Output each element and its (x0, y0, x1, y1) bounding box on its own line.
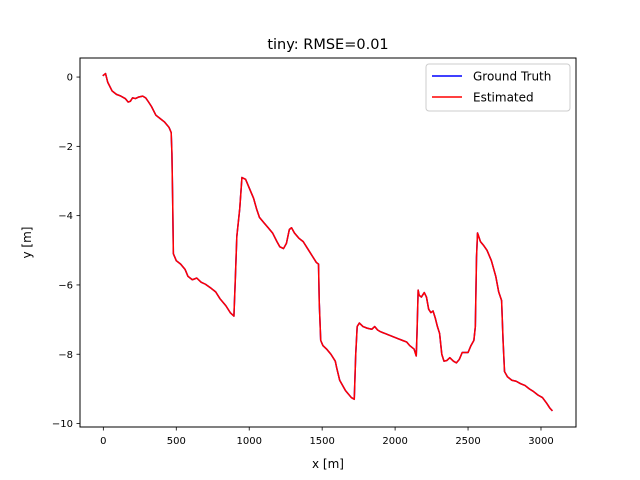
x-axis-label: x [m] (312, 457, 344, 471)
x-tick-label: 500 (167, 436, 186, 447)
legend: Ground Truth Estimated (425, 63, 571, 112)
y-tick-label: −2 (58, 142, 73, 153)
y-axis: 0 −2 −4 −6 −8 −10 (52, 73, 80, 430)
y-tick-label: −8 (58, 350, 73, 361)
chart-title: tiny: RMSE=0.01 (267, 37, 388, 53)
x-tick-label: 1500 (309, 436, 334, 447)
y-tick-label: −4 (58, 211, 73, 222)
x-tick-label: 1000 (236, 436, 261, 447)
y-axis-label: y [m] (20, 227, 34, 259)
y-tick-label: 0 (67, 73, 73, 84)
plot-area (102, 72, 553, 412)
x-tick-label: 0 (100, 436, 106, 447)
legend-label-0: Ground Truth (473, 70, 551, 84)
axes-frame (79, 57, 577, 428)
y-tick-label: −6 (58, 281, 73, 292)
x-tick-label: 3000 (528, 436, 553, 447)
series-line-1 (102, 72, 553, 412)
y-tick-label: −10 (52, 419, 73, 430)
x-tick-label: 2500 (455, 436, 480, 447)
x-axis: 0 500 1000 1500 2000 2500 3000 (100, 427, 554, 447)
legend-label-1: Estimated (473, 91, 534, 105)
x-tick-label: 2000 (382, 436, 407, 447)
